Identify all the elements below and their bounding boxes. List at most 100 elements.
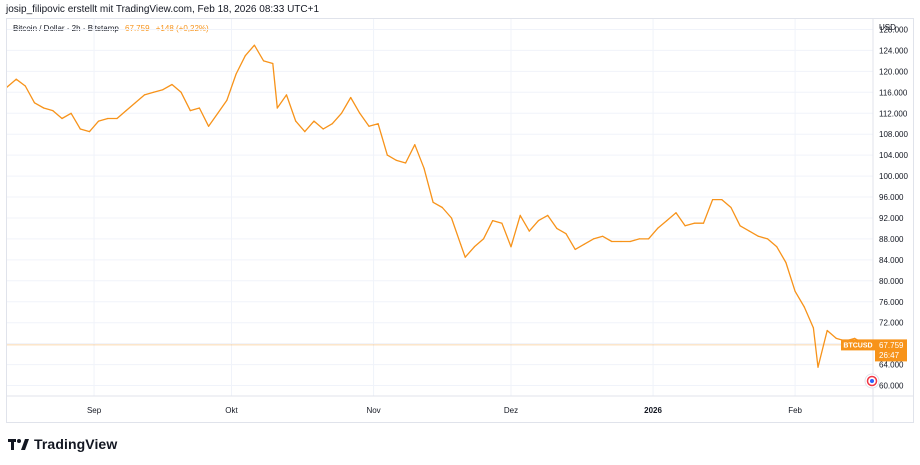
data-point: [675, 212, 677, 214]
data-point: [217, 112, 219, 114]
data-point: [340, 112, 343, 114]
data-point: [730, 206, 732, 209]
x-tick-label: Sep: [87, 406, 102, 415]
chart-legend: Bitcoin / Dollar · 2h · Bitstamp 67.759 …: [13, 24, 209, 33]
data-point: [107, 117, 109, 120]
currency-label[interactable]: USD: [879, 23, 896, 32]
data-point: [817, 366, 819, 368]
data-point: [501, 222, 503, 224]
data-point: [712, 199, 714, 201]
tradingview-logo-icon: [8, 439, 29, 450]
data-point: [171, 83, 173, 86]
data-point: [368, 125, 370, 127]
data-point: [464, 256, 466, 258]
data-point: [441, 206, 443, 209]
badge-symbol: BTCUSD: [843, 342, 872, 349]
data-point: [611, 240, 613, 243]
data-point: [359, 112, 361, 114]
data-point: [803, 306, 805, 308]
data-point: [244, 55, 246, 57]
data-point: [263, 60, 265, 62]
y-tick-label: 80.000: [879, 277, 904, 286]
x-tick-label: 2026: [644, 406, 662, 415]
y-tick-label: 100.000: [879, 172, 908, 181]
y-tick-label: 84.000: [879, 256, 904, 265]
legend-change: +148 (+0,22%): [155, 24, 209, 33]
data-point: [702, 222, 705, 224]
time-axis[interactable]: Sep Okt Nov Dez 2026 Feb: [87, 406, 803, 415]
data-point: [134, 102, 136, 104]
scroll-to-realtime-icon[interactable]: [864, 373, 880, 389]
data-point: [492, 220, 494, 222]
data-point: [208, 125, 210, 127]
data-point: [460, 243, 462, 245]
data-point: [629, 240, 631, 243]
data-point: [180, 91, 182, 93]
data-point: [350, 96, 352, 99]
legend-symbol: Bitcoin / Dollar · 2h · Bitstamp: [13, 24, 119, 33]
data-point: [721, 199, 723, 201]
y-tick-label: 112.000: [879, 109, 908, 118]
data-point: [322, 128, 324, 130]
data-point: [70, 112, 72, 114]
data-point: [835, 337, 837, 339]
data-point: [583, 243, 585, 245]
data-point: [510, 246, 512, 248]
data-point: [43, 107, 45, 109]
x-tick-label: Feb: [788, 406, 802, 415]
data-point: [285, 94, 288, 96]
data-point: [272, 62, 274, 65]
data-point: [450, 217, 453, 219]
legend-price: 67.759: [125, 24, 150, 33]
data-point: [313, 120, 315, 122]
data-point: [482, 238, 485, 240]
data-point: [98, 120, 100, 122]
data-point: [61, 117, 63, 120]
data-point: [826, 329, 828, 332]
y-tick-label: 108.000: [879, 130, 908, 139]
data-point: [189, 110, 191, 112]
data-point: [812, 327, 815, 329]
price-axis[interactable]: 60.00064.00068.00072.00076.00080.00084.0…: [879, 25, 908, 390]
data-point: [235, 73, 237, 75]
data-point: [377, 123, 379, 125]
data-point: [52, 110, 54, 112]
data-point: [162, 89, 164, 91]
data-point: [331, 123, 333, 125]
data-point: [519, 214, 521, 216]
data-point: [116, 117, 118, 120]
data-point: [405, 162, 407, 164]
footer: TradingView: [8, 436, 117, 452]
series-points: [7, 44, 874, 368]
data-point: [414, 144, 416, 146]
x-tick-label: Okt: [225, 406, 238, 415]
badge-symbol-bg: [841, 339, 875, 351]
data-point: [33, 102, 36, 104]
y-tick-label: 92.000: [879, 214, 904, 223]
data-point: [547, 214, 549, 216]
y-tick-label: 76.000: [879, 298, 904, 307]
data-point: [785, 261, 787, 264]
data-point: [198, 107, 200, 109]
data-point: [432, 201, 434, 203]
data-point: [253, 44, 255, 46]
data-point: [24, 85, 26, 87]
data-point: [854, 337, 856, 339]
y-tick-label: 120.000: [879, 67, 908, 76]
x-tick-label: Dez: [504, 406, 518, 415]
data-point: [574, 248, 576, 250]
y-tick-label: 96.000: [879, 193, 904, 202]
data-point: [79, 128, 81, 130]
y-tick-label: 104.000: [879, 151, 908, 160]
data-point: [473, 246, 475, 248]
data-point: [602, 235, 604, 237]
data-point: [647, 238, 650, 240]
data-point: [638, 238, 640, 240]
badge-price-bg: [875, 339, 907, 362]
data-point: [386, 154, 388, 156]
price-chart[interactable]: 60.00064.00068.00072.00076.00080.00084.0…: [7, 19, 913, 422]
data-point: [423, 167, 425, 169]
data-point: [15, 78, 17, 80]
data-point: [767, 238, 769, 240]
y-tick-label: 128.000: [879, 25, 908, 34]
